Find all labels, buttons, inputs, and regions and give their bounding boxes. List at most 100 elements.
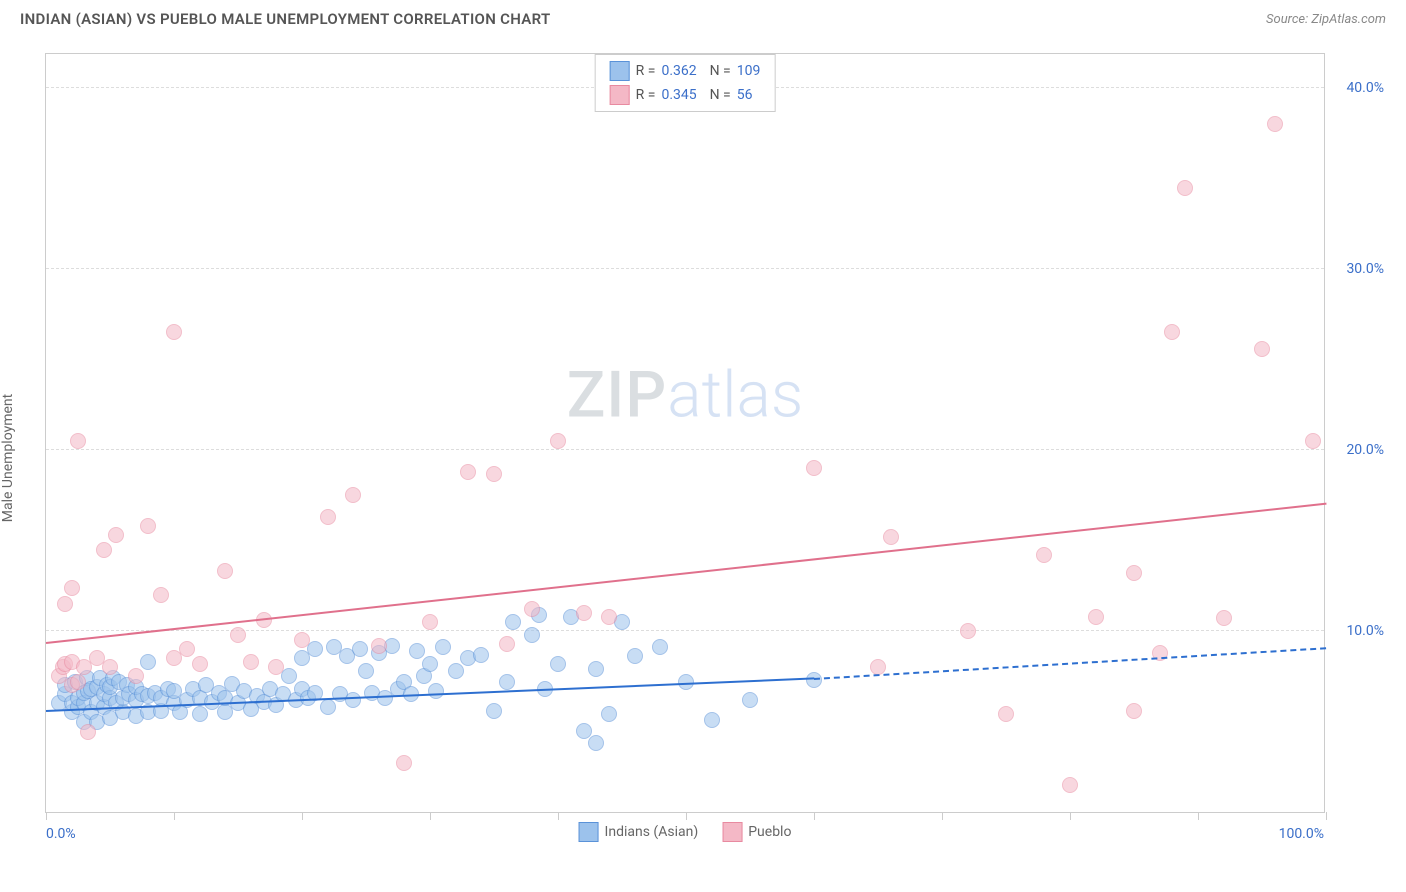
scatter-point bbox=[217, 563, 233, 579]
swatch-icon bbox=[610, 85, 630, 105]
n-value: 56 bbox=[737, 87, 753, 103]
scatter-point bbox=[524, 627, 540, 643]
r-value: 0.345 bbox=[661, 87, 696, 103]
x-tick bbox=[430, 812, 431, 820]
watermark: ZIPatlas bbox=[567, 358, 804, 433]
scatter-point bbox=[550, 656, 566, 672]
r-label: R = bbox=[636, 87, 656, 103]
scatter-point bbox=[652, 639, 668, 655]
scatter-point bbox=[806, 460, 822, 476]
scatter-point bbox=[80, 724, 96, 740]
x-axis-max-label: 100.0% bbox=[1279, 826, 1324, 842]
y-tick-label: 10.0% bbox=[1346, 623, 1384, 639]
scatter-point bbox=[102, 659, 118, 675]
scatter-point bbox=[64, 580, 80, 596]
scatter-point bbox=[883, 529, 899, 545]
scatter-point bbox=[70, 674, 86, 690]
x-tick bbox=[558, 812, 559, 820]
scatter-point bbox=[320, 699, 336, 715]
scatter-point bbox=[601, 706, 617, 722]
header: INDIAN (ASIAN) VS PUEBLO MALE UNEMPLOYME… bbox=[0, 0, 1406, 33]
scatter-point bbox=[998, 706, 1014, 722]
scatter-point bbox=[268, 659, 284, 675]
scatter-point bbox=[1254, 341, 1270, 357]
scatter-point bbox=[742, 692, 758, 708]
scatter-point bbox=[1126, 565, 1142, 581]
watermark-part1: ZIP bbox=[567, 358, 668, 433]
x-tick bbox=[1326, 812, 1327, 820]
scatter-point bbox=[192, 706, 208, 722]
scatter-point bbox=[460, 464, 476, 480]
chart-wrapper: Male Unemployment R = 0.362 N = 109 R = … bbox=[0, 33, 1406, 883]
scatter-point bbox=[70, 433, 86, 449]
legend-stats-row: R = 0.345 N = 56 bbox=[610, 83, 761, 107]
scatter-point bbox=[486, 466, 502, 482]
scatter-point bbox=[108, 527, 124, 543]
legend-stats-row: R = 0.362 N = 109 bbox=[610, 59, 761, 83]
scatter-point bbox=[486, 703, 502, 719]
scatter-point bbox=[1164, 324, 1180, 340]
scatter-point bbox=[1177, 180, 1193, 196]
x-tick bbox=[46, 812, 47, 820]
scatter-point bbox=[128, 668, 144, 684]
n-label: N = bbox=[703, 63, 731, 79]
scatter-point bbox=[588, 735, 604, 751]
x-tick bbox=[814, 812, 815, 820]
y-tick-label: 20.0% bbox=[1346, 442, 1384, 458]
scatter-point bbox=[1088, 609, 1104, 625]
n-label: N = bbox=[703, 87, 731, 103]
scatter-point bbox=[345, 692, 361, 708]
source-label: Source: ZipAtlas.com bbox=[1266, 12, 1386, 27]
y-tick-label: 30.0% bbox=[1346, 261, 1384, 277]
r-value: 0.362 bbox=[661, 63, 696, 79]
scatter-point bbox=[1216, 610, 1232, 626]
scatter-point bbox=[576, 723, 592, 739]
x-tick bbox=[942, 812, 943, 820]
scatter-point bbox=[960, 623, 976, 639]
scatter-point bbox=[243, 654, 259, 670]
x-axis-min-label: 0.0% bbox=[46, 826, 76, 842]
swatch-icon bbox=[610, 61, 630, 81]
chart-title: INDIAN (ASIAN) VS PUEBLO MALE UNEMPLOYME… bbox=[20, 10, 551, 28]
swatch-icon bbox=[722, 822, 742, 842]
legend-label: Indians (Asian) bbox=[605, 824, 699, 840]
scatter-point bbox=[1036, 547, 1052, 563]
gridline bbox=[46, 449, 1324, 450]
x-tick bbox=[1198, 812, 1199, 820]
scatter-point bbox=[576, 605, 592, 621]
scatter-point bbox=[1062, 777, 1078, 793]
scatter-point bbox=[448, 663, 464, 679]
scatter-point bbox=[230, 627, 246, 643]
scatter-point bbox=[96, 542, 112, 558]
legend-bottom: Indians (Asian) Pueblo bbox=[579, 822, 792, 842]
scatter-point bbox=[140, 518, 156, 534]
scatter-point bbox=[294, 632, 310, 648]
x-tick bbox=[686, 812, 687, 820]
trend-line bbox=[814, 647, 1326, 680]
scatter-point bbox=[499, 636, 515, 652]
x-tick bbox=[302, 812, 303, 820]
scatter-point bbox=[409, 643, 425, 659]
n-value: 109 bbox=[737, 63, 761, 79]
gridline bbox=[46, 268, 1324, 269]
scatter-point bbox=[601, 609, 617, 625]
scatter-point bbox=[1305, 433, 1321, 449]
scatter-point bbox=[57, 596, 73, 612]
legend-label: Pueblo bbox=[748, 824, 791, 840]
y-tick-label: 40.0% bbox=[1346, 80, 1384, 96]
scatter-point bbox=[422, 614, 438, 630]
scatter-point bbox=[550, 433, 566, 449]
scatter-point bbox=[320, 509, 336, 525]
scatter-point bbox=[192, 656, 208, 672]
scatter-point bbox=[345, 487, 361, 503]
scatter-point bbox=[179, 641, 195, 657]
scatter-point bbox=[499, 674, 515, 690]
scatter-point bbox=[1126, 703, 1142, 719]
legend-item: Indians (Asian) bbox=[579, 822, 699, 842]
scatter-point bbox=[352, 641, 368, 657]
scatter-point bbox=[1267, 116, 1283, 132]
scatter-point bbox=[505, 614, 521, 630]
scatter-point bbox=[140, 654, 156, 670]
watermark-part2: atlas bbox=[667, 358, 803, 433]
scatter-point bbox=[428, 683, 444, 699]
